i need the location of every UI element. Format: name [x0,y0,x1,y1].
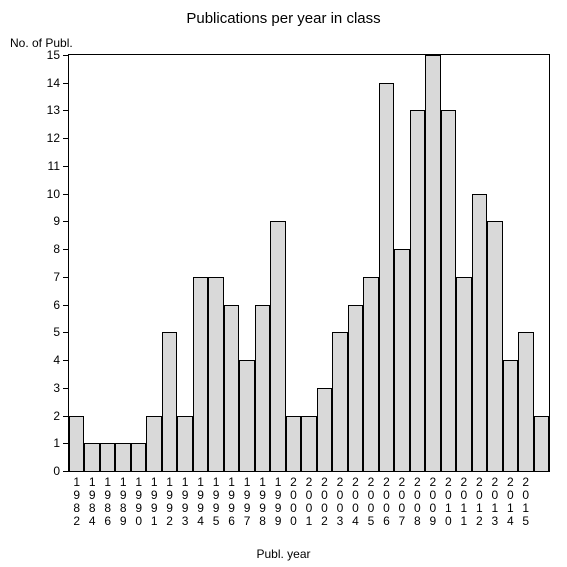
x-tick-label: 2 0 0 1 [302,476,316,528]
y-tick-mark [63,471,68,472]
bar [208,277,223,471]
bar [472,194,487,471]
x-tick-label: 2 0 1 1 [457,476,471,528]
bar [348,305,363,471]
chart-container: Publications per year in class No. of Pu… [0,0,567,567]
y-tick-label: 14 [0,77,60,89]
x-tick-label: 1 9 9 1 [147,476,161,528]
y-tick-mark [63,360,68,361]
bar [379,83,394,471]
plot-area [68,54,550,472]
x-tick-label: 1 9 9 7 [240,476,254,528]
chart-title: Publications per year in class [0,10,567,27]
y-axis-label: No. of Publ. [10,36,73,50]
y-tick-label: 11 [0,160,60,172]
y-tick-mark [63,83,68,84]
x-tick-label: 1 9 9 6 [225,476,239,528]
bar [456,277,471,471]
y-tick-label: 13 [0,104,60,116]
x-tick-label: 2 0 0 7 [395,476,409,528]
y-tick-mark [63,55,68,56]
y-tick-mark [63,221,68,222]
x-tick-label: 2 0 0 3 [333,476,347,528]
y-tick-label: 6 [0,299,60,311]
x-tick-label: 2 0 1 2 [472,476,486,528]
x-tick-label: 1 9 9 2 [163,476,177,528]
bar [425,55,440,471]
bar [131,443,146,471]
x-tick-label: 1 9 9 4 [194,476,208,528]
y-tick-label: 2 [0,410,60,422]
bar [193,277,208,471]
bar [534,416,549,471]
y-tick-mark [63,138,68,139]
x-tick-label: 1 9 9 3 [178,476,192,528]
bar [224,305,239,471]
x-tick-label: 2 0 0 2 [317,476,331,528]
x-tick-label: 2 0 0 0 [287,476,301,528]
bar [518,332,533,471]
y-tick-mark [63,166,68,167]
y-tick-label: 15 [0,49,60,61]
x-tick-label: 1 9 9 0 [132,476,146,528]
y-tick-label: 12 [0,132,60,144]
bar [69,416,84,471]
bar [487,221,502,471]
bar [503,360,518,471]
bar [255,305,270,471]
y-tick-mark [63,388,68,389]
x-tick-label: 1 9 8 6 [101,476,115,528]
bar [84,443,99,471]
y-tick-label: 4 [0,354,60,366]
y-tick-mark [63,110,68,111]
y-tick-mark [63,416,68,417]
y-tick-label: 1 [0,437,60,449]
bar [115,443,130,471]
bar [363,277,378,471]
y-tick-label: 0 [0,465,60,477]
x-tick-label: 2 0 1 0 [441,476,455,528]
y-tick-mark [63,277,68,278]
bar [239,360,254,471]
bar [301,416,316,471]
y-tick-mark [63,249,68,250]
y-tick-mark [63,332,68,333]
y-tick-mark [63,443,68,444]
bar [410,110,425,471]
x-tick-label: 1 9 9 5 [209,476,223,528]
bar [270,221,285,471]
x-tick-label: 2 0 1 4 [503,476,517,528]
x-tick-label: 2 0 0 9 [426,476,440,528]
bar [100,443,115,471]
y-tick-label: 8 [0,243,60,255]
y-tick-mark [63,305,68,306]
x-axis-label: Publ. year [0,547,567,561]
bar [441,110,456,471]
y-tick-label: 3 [0,382,60,394]
y-tick-label: 10 [0,188,60,200]
x-tick-label: 1 9 8 2 [70,476,84,528]
y-tick-label: 7 [0,271,60,283]
x-tick-label: 2 0 0 8 [410,476,424,528]
x-tick-label: 1 9 8 9 [116,476,130,528]
x-tick-label: 2 0 1 3 [488,476,502,528]
bar [332,332,347,471]
y-tick-label: 9 [0,215,60,227]
bar [146,416,161,471]
bar [177,416,192,471]
x-tick-label: 1 9 8 4 [85,476,99,528]
bar [162,332,177,471]
bar [317,388,332,471]
y-tick-label: 5 [0,326,60,338]
x-tick-label: 1 9 9 8 [256,476,270,528]
y-tick-mark [63,194,68,195]
bar [394,249,409,471]
x-tick-label: 2 0 0 5 [364,476,378,528]
x-tick-label: 2 0 1 5 [519,476,533,528]
x-tick-label: 2 0 0 4 [348,476,362,528]
x-tick-label: 1 9 9 9 [271,476,285,528]
x-tick-label: 2 0 0 6 [379,476,393,528]
bar [286,416,301,471]
